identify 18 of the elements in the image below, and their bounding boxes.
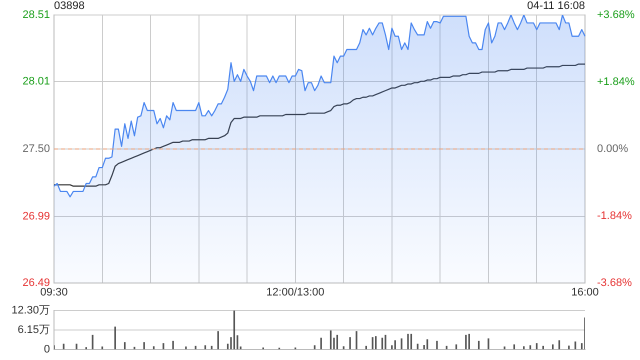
y-tick-label: 0 bbox=[44, 343, 50, 356]
y2-tick-label: -1.84% bbox=[597, 210, 632, 222]
y-tick-label: 26.49 bbox=[22, 277, 50, 290]
y-tick-label: 26.99 bbox=[22, 210, 50, 223]
y-tick-label: 28.01 bbox=[22, 75, 50, 88]
x-tick-label: 09:30 bbox=[40, 286, 68, 299]
x-tick-label: 16:00 bbox=[571, 286, 599, 299]
x-tick-label: 12:00/13:00 bbox=[266, 286, 324, 299]
chart-title: 03898 bbox=[54, 0, 85, 12]
y-tick-label: 6.15万 bbox=[18, 324, 50, 336]
y-tick-label: 12.30万 bbox=[11, 304, 50, 317]
y2-tick-label: -3.68% bbox=[597, 277, 632, 290]
text: 04-11 16:08 bbox=[527, 0, 585, 12]
y2-tick-label: +3.68% bbox=[597, 9, 635, 22]
y-tick-label: 28.51 bbox=[22, 9, 50, 22]
y-tick-label: 27.50 bbox=[22, 143, 50, 156]
y2-tick-label: +1.84% bbox=[597, 76, 635, 88]
y2-tick-label: 0.00% bbox=[597, 143, 628, 156]
